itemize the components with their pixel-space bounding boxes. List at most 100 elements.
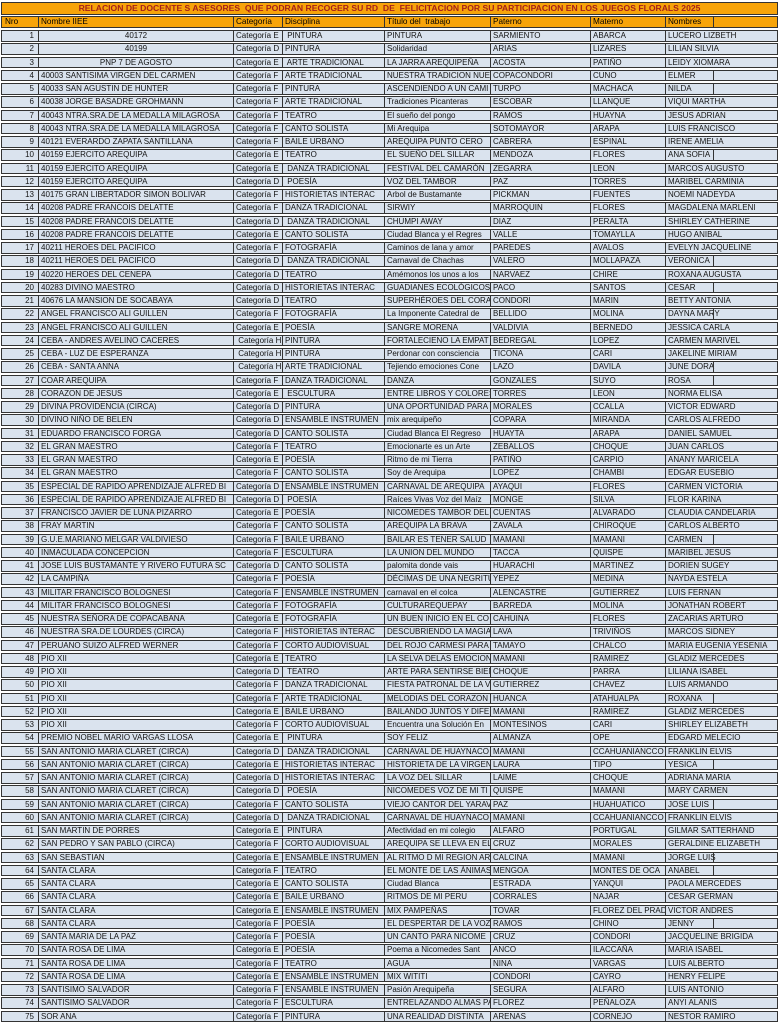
cell-titulo[interactable]: Afectividad en mi colegio [384, 826, 490, 836]
cell-nombres[interactable]: SHIRLEY ELIZABETH [665, 720, 748, 730]
cell-iiee[interactable]: FRANCISCO JAVIER DE LUNA PIZARRO [38, 508, 233, 518]
cell-nro[interactable]: 68 [25, 918, 34, 928]
cell-materno[interactable]: PATIÑO [590, 57, 665, 68]
cell-categoria[interactable]: Categoría D [233, 481, 282, 492]
cell-iiee[interactable]: PNP 7 DE AGOSTO [38, 57, 233, 68]
cell-titulo[interactable]: UN BUEN INICIO EN EL CO [384, 614, 490, 624]
cell-materno[interactable]: TORRES [590, 176, 665, 187]
cell-paterno[interactable]: LAIME [490, 773, 590, 783]
cell-iiee[interactable]: 40220 HEROES DEL CENEPA [38, 269, 233, 280]
empty-cell[interactable] [713, 654, 777, 664]
empty-cell[interactable] [713, 415, 777, 425]
cell-categoria[interactable]: Categoría E [233, 614, 282, 624]
cell-nro[interactable]: 23 [25, 322, 34, 332]
cell-nombres[interactable]: CARMEN VICTORIA [665, 481, 743, 492]
cell-paterno[interactable]: VALLE [490, 229, 590, 240]
cell-categoria[interactable]: Categoría H [233, 335, 282, 346]
empty-cell[interactable] [713, 429, 777, 439]
cell-iiee[interactable]: 40208 PADRE FRANCOIS DELATTE [38, 203, 233, 213]
cell-titulo[interactable]: UNA REALIDAD DISTINTA [384, 1011, 490, 1022]
cell-categoria[interactable]: Categoría F [233, 1011, 282, 1022]
cell-disciplina[interactable]: ESCULTURA [282, 388, 384, 399]
cell-materno[interactable]: CHALCO [590, 640, 665, 651]
cell-materno[interactable]: CAYRO [590, 971, 665, 982]
cell-materno[interactable]: LOPEZ [590, 335, 665, 346]
cell-disciplina[interactable]: POESÍA [282, 508, 384, 518]
cell-disciplina[interactable]: ENSAMBLE INSTRUMEN [282, 971, 384, 982]
cell-nro[interactable]: 7 [29, 110, 34, 120]
cell-titulo[interactable]: Perdonar con consciencia [384, 349, 490, 359]
cell-paterno[interactable]: MAMANI [490, 534, 590, 545]
cell-paterno[interactable]: CABRERA [490, 137, 590, 147]
cell-titulo[interactable]: AREQUIPA SE LLEVA EN EL [384, 839, 490, 849]
cell-nombres[interactable]: GILMAR SATTERHAND [665, 826, 755, 836]
cell-materno[interactable]: CUNO [590, 70, 665, 81]
cell-materno[interactable]: SANTOS [590, 282, 665, 293]
empty-cell[interactable] [713, 574, 777, 584]
cell-paterno[interactable]: MENDOZA [490, 150, 590, 160]
cell-iiee[interactable]: NUESTRA SRA.DE LOURDES (CIRCA) [38, 627, 233, 637]
cell-categoria[interactable]: Categoría E [233, 706, 282, 717]
cell-titulo[interactable]: MIX PAMPEÑAS [384, 905, 490, 916]
cell-materno[interactable]: PERALTA [590, 216, 665, 227]
cell-iiee[interactable]: 40676 LA MANSION DE SOCABAYA [38, 296, 233, 306]
cell-nombres[interactable]: JAKELINE MIRIAM [665, 349, 737, 359]
cell-categoria[interactable]: Categoría D [233, 269, 282, 280]
cell-categoria[interactable]: Categoría E [233, 322, 282, 333]
cell-materno[interactable]: CARI [590, 349, 665, 359]
cell-disciplina[interactable]: PINTURA [282, 349, 384, 359]
cell-nro[interactable]: 5 [29, 84, 34, 93]
cell-titulo[interactable]: La Imponente Catedral de [384, 309, 490, 319]
cell-nombres[interactable]: GLADIZ MERCEDES [665, 706, 744, 717]
empty-cell[interactable] [713, 932, 777, 942]
cell-categoria[interactable]: Categoría F [233, 375, 282, 386]
cell-materno[interactable]: FLORES [590, 150, 665, 160]
empty-cell[interactable] [713, 375, 777, 386]
cell-titulo[interactable]: MIX WITITI [384, 971, 490, 982]
empty-cell[interactable] [713, 892, 777, 902]
cell-disciplina[interactable]: POESÍA [282, 918, 384, 929]
cell-nombres[interactable]: EDGAR EUSEBIO [665, 468, 734, 478]
cell-iiee[interactable]: 40283 DIVINO MAESTRO [38, 282, 233, 293]
cell-titulo[interactable]: DÉCIMAS DE UNA NEGRITU [384, 574, 490, 584]
cell-nombres[interactable]: ZACARIAS ARTURO [665, 614, 743, 624]
cell-categoria[interactable]: Categoría D [233, 296, 282, 306]
cell-iiee[interactable]: 40003 SANTISIMA VIRGEN DEL CARMEN [38, 70, 233, 81]
cell-iiee[interactable]: SOR ANA [38, 1011, 233, 1022]
empty-cell[interactable] [713, 747, 777, 757]
cell-paterno[interactable]: TOVAR [490, 905, 590, 916]
cell-iiee[interactable]: SANTISIMO SALVADOR [38, 985, 233, 995]
cell-categoria[interactable]: Categoría F [233, 534, 282, 545]
cell-disciplina[interactable]: CANTO SOLISTA [282, 229, 384, 240]
cell-nombres[interactable]: NORMA ELISA [665, 388, 722, 399]
cell-paterno[interactable]: PAZ [490, 799, 590, 810]
cell-nro[interactable]: 65 [25, 879, 34, 888]
empty-cell[interactable] [713, 1012, 777, 1022]
cell-titulo[interactable]: Arbol de Bustamante [384, 190, 490, 200]
cell-iiee[interactable]: ANGEL FRANCISCO ALI GUILLEN [38, 309, 233, 319]
cell-materno[interactable]: MAMANI [590, 852, 665, 863]
cell-nombres[interactable]: JUNE DORA [665, 362, 714, 372]
cell-disciplina[interactable]: FOTOGRAFÍA [282, 309, 384, 319]
cell-categoria[interactable]: Categoría F [233, 640, 282, 651]
cell-disciplina[interactable]: BAILE URBANO [282, 137, 384, 147]
cell-nombres[interactable]: MARIA ISABEL [665, 945, 723, 955]
cell-nombres[interactable]: FLOR KARINA [665, 494, 721, 505]
cell-disciplina[interactable]: PINTURA [282, 402, 384, 412]
cell-paterno[interactable]: COPACONDORI [490, 70, 590, 81]
cell-materno[interactable]: AVALOS [590, 243, 665, 253]
cell-nro[interactable]: 10 [25, 150, 34, 160]
cell-titulo[interactable]: FORTALECIENO LA EMPAT [384, 335, 490, 346]
cell-nro[interactable]: 20 [25, 282, 34, 292]
cell-paterno[interactable]: QUISPE [490, 786, 590, 796]
cell-materno[interactable]: LEON [590, 163, 665, 174]
cell-nombres[interactable]: LUCERO LIZBETH [665, 31, 736, 41]
cell-iiee[interactable]: SANTA CLARA [38, 905, 233, 916]
cell-titulo[interactable]: HISTORIETA DE LA VIRGEN [384, 759, 490, 770]
cell-disciplina[interactable]: PINTURA [282, 733, 384, 743]
cell-paterno[interactable]: TICONA [490, 349, 590, 359]
cell-categoria[interactable]: Categoría E [233, 31, 282, 41]
cell-paterno[interactable]: CRUZ [490, 932, 590, 942]
cell-categoria[interactable]: Categoría E [233, 892, 282, 902]
cell-categoria[interactable]: Categoría D [233, 773, 282, 783]
